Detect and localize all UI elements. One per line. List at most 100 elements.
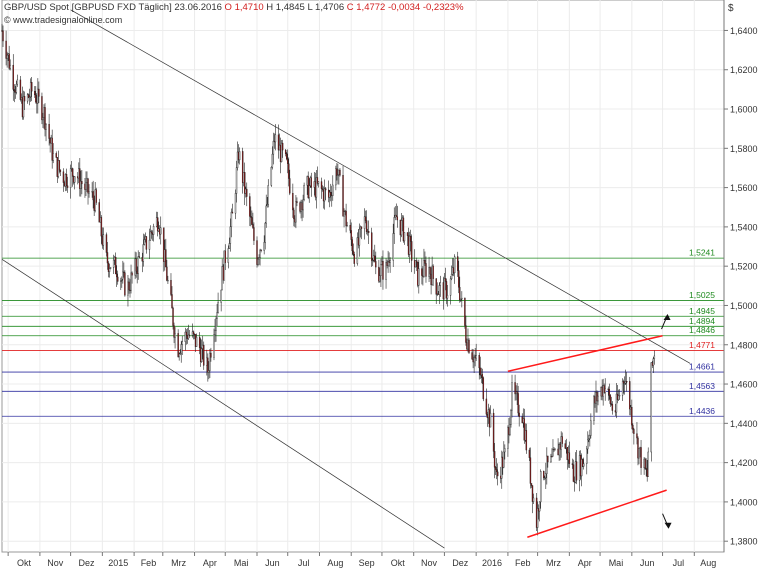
candle-body <box>235 167 238 194</box>
candle-body <box>494 467 497 470</box>
candle-body <box>554 448 556 451</box>
candle-body <box>532 497 535 502</box>
candle-body <box>449 278 452 296</box>
candle-body <box>41 96 43 121</box>
candle-body <box>187 334 190 339</box>
candle-body <box>27 94 30 98</box>
candle-body <box>636 433 638 439</box>
candle-body <box>561 436 563 444</box>
channel-line <box>507 334 663 373</box>
candle-body <box>30 81 33 92</box>
candle-body <box>396 216 399 221</box>
candle-body <box>79 168 81 189</box>
candle-body <box>550 455 552 463</box>
x-tick-label: Nov <box>421 558 438 568</box>
candle-body <box>623 383 626 385</box>
candle-body <box>28 96 31 98</box>
candle-body <box>350 230 352 240</box>
candle-body <box>385 262 387 280</box>
candle-body <box>332 184 334 197</box>
candle-body <box>55 153 57 158</box>
candle-body <box>608 388 610 396</box>
candle-body <box>416 260 418 263</box>
x-tick-label: 2016 <box>482 558 502 568</box>
candle-body <box>633 429 635 434</box>
candle-body <box>227 248 230 263</box>
candle-body <box>253 227 255 241</box>
candle-body <box>543 471 545 479</box>
level-label: 1,4436 <box>689 406 715 416</box>
candle-body <box>349 225 351 231</box>
candle-body <box>458 270 460 288</box>
x-tick-label: Mrz <box>171 558 186 568</box>
candle-body <box>544 477 546 479</box>
candle-body <box>618 395 621 397</box>
high-value: H 1,4845 <box>266 2 305 13</box>
candle-body <box>375 261 377 268</box>
candle-body <box>531 485 534 502</box>
candle-body <box>148 239 151 250</box>
candle-body <box>315 177 318 198</box>
period: Täglich] <box>138 2 172 13</box>
candle-body <box>378 266 380 282</box>
candle-body <box>321 188 324 191</box>
candle-body <box>295 201 297 223</box>
candle-body <box>277 134 280 151</box>
x-tick-label: Apr <box>203 558 217 568</box>
candle-body <box>105 234 108 253</box>
level-label: 1,4945 <box>689 306 715 316</box>
candle-body <box>346 225 348 227</box>
candle-body <box>172 307 174 326</box>
candle-body <box>523 418 525 441</box>
source-credit: © www.tradesignalonline.com <box>4 15 123 25</box>
candle-body <box>263 242 265 251</box>
x-tick-label: Aug <box>327 558 343 568</box>
candle-body <box>432 265 434 279</box>
candle-body <box>571 463 574 465</box>
candle-body <box>296 201 298 203</box>
candle-body <box>468 339 470 353</box>
candle-body <box>353 254 355 264</box>
candle-body <box>244 172 246 194</box>
trend-line <box>1 259 445 549</box>
candle-body <box>615 393 618 413</box>
candle-body <box>137 256 139 274</box>
candle-body <box>281 142 284 151</box>
candle-body <box>443 278 446 300</box>
candle-body <box>631 407 633 426</box>
candle-body <box>2 30 4 42</box>
candle-body <box>493 451 496 468</box>
candle-body <box>9 64 11 69</box>
y-tick-label: 1,6200 <box>730 65 758 75</box>
candle-body <box>380 264 382 277</box>
candle-body <box>539 471 542 503</box>
candle-body <box>188 334 191 336</box>
candle-body <box>503 451 505 468</box>
candle-body <box>130 272 132 291</box>
candle-body <box>23 96 26 102</box>
candle-body <box>58 160 61 171</box>
candle-body <box>453 256 456 274</box>
candle-body <box>179 352 181 355</box>
candle-body <box>558 444 560 456</box>
candle-body <box>272 140 275 155</box>
candle-body <box>163 227 165 262</box>
candle-body <box>121 278 123 281</box>
candle-body <box>217 302 219 313</box>
candle-body <box>647 451 649 477</box>
candle-body <box>270 166 273 186</box>
candle-body <box>358 228 361 246</box>
candle-body <box>496 471 499 477</box>
candle-body <box>421 268 423 276</box>
change-value: -0,0034 <box>387 2 421 13</box>
candle-body <box>545 473 547 478</box>
candle-body <box>102 234 105 246</box>
candle-body <box>617 395 620 400</box>
candle-body <box>351 239 353 252</box>
candle-body <box>330 191 332 196</box>
candle-body <box>530 483 533 486</box>
low-value: L 1,4706 <box>307 2 345 13</box>
candle-body <box>371 232 373 261</box>
candle-body <box>464 297 466 326</box>
candle-body <box>124 272 126 296</box>
